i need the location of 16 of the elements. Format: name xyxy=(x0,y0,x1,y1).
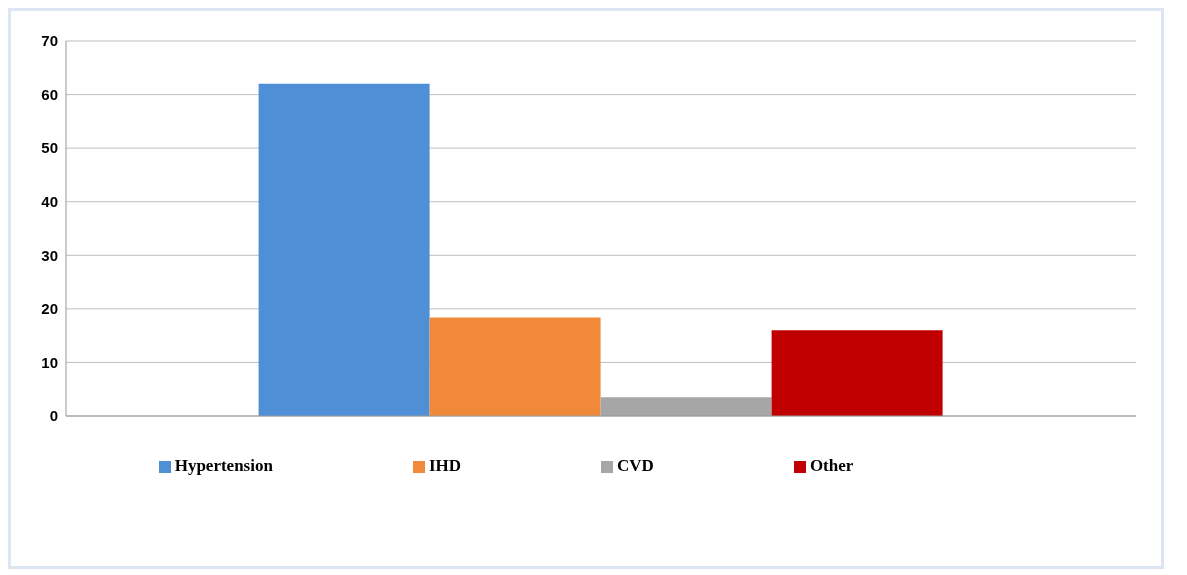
y-tick-label: 70 xyxy=(41,32,58,50)
bar xyxy=(258,83,430,416)
legend-label: CVD xyxy=(617,456,654,475)
y-tick-label: 10 xyxy=(41,353,58,371)
y-tick-label: 0 xyxy=(49,407,58,425)
legend-label: IHD xyxy=(428,456,462,475)
bar xyxy=(429,317,601,416)
y-tick-label: 60 xyxy=(41,85,58,103)
legend-label: Other xyxy=(809,456,854,475)
y-tick-label: 40 xyxy=(41,193,58,211)
y-tick-label: 30 xyxy=(41,246,58,264)
legend-label: Hypertension xyxy=(174,456,273,475)
bar xyxy=(600,397,772,416)
y-tick-label: 50 xyxy=(41,139,58,157)
bar xyxy=(771,330,943,416)
y-tick-label: 20 xyxy=(41,300,58,318)
